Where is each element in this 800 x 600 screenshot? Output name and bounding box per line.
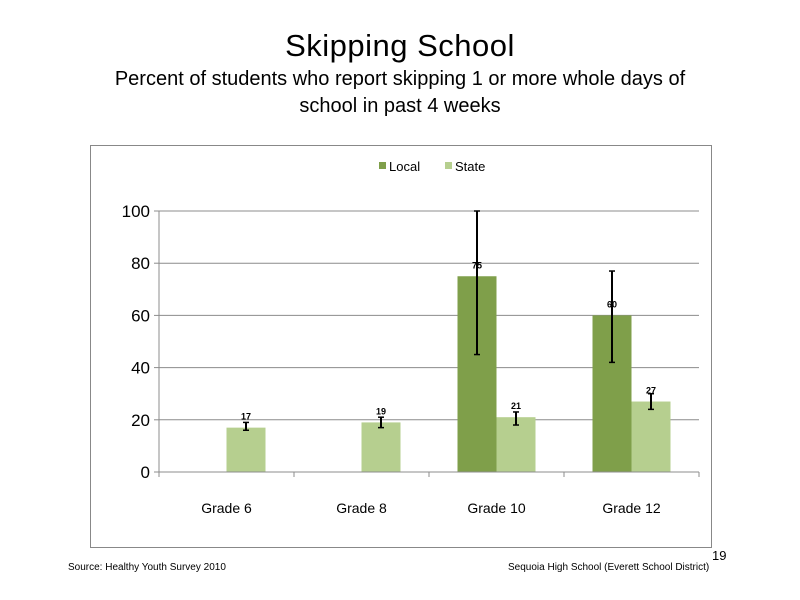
chart-frame: 0 20 40 60 80 100 Grade 6 17 Grade 8 19 Grade 10 75…	[90, 145, 712, 548]
y-tick-label: 60	[131, 306, 150, 325]
slide-title: Skipping School	[285, 28, 515, 63]
y-tick-label: 100	[122, 202, 150, 221]
x-category-label: Grade 10	[467, 500, 526, 516]
bar-state-grade-6	[226, 427, 266, 472]
bar-chart: 0 20 40 60 80 100 Grade 6 17 Grade 8 19 Grade 10 75…	[122, 159, 700, 516]
subtitle-line-1: Percent of students who report skipping …	[114, 68, 686, 90]
slide-subtitle: Percent of students who report skipping …	[40, 66, 760, 120]
source-note: Source: Healthy Youth Survey 2010	[68, 562, 226, 573]
y-tick-label: 40	[131, 359, 150, 378]
data-label: 19	[376, 406, 386, 416]
page-number: 19	[712, 548, 727, 563]
data-label: 60	[607, 299, 617, 309]
legend-label-local: Local	[389, 159, 420, 174]
legend-label-state: State	[455, 159, 485, 174]
y-tick-label: 0	[141, 463, 150, 482]
subtitle-line-2: school in past 4 weeks	[299, 95, 501, 117]
bar-state-grade-10	[496, 417, 536, 472]
data-label: 27	[646, 386, 656, 396]
data-label: 75	[472, 260, 482, 270]
y-tick-label: 80	[131, 254, 150, 273]
bar-state-grade-12	[631, 401, 671, 472]
data-label: 17	[241, 412, 251, 422]
legend-swatch-local	[379, 162, 386, 169]
x-category-label: Grade 8	[336, 500, 387, 516]
x-category-label: Grade 6	[201, 500, 252, 516]
data-label: 21	[511, 401, 521, 411]
bar-state-grade-8	[361, 422, 401, 472]
school-note: Sequoia High School (Everett School Dist…	[508, 562, 710, 573]
y-tick-label: 20	[131, 411, 150, 430]
x-category-label: Grade 12	[602, 500, 661, 516]
legend-swatch-state	[445, 162, 452, 169]
